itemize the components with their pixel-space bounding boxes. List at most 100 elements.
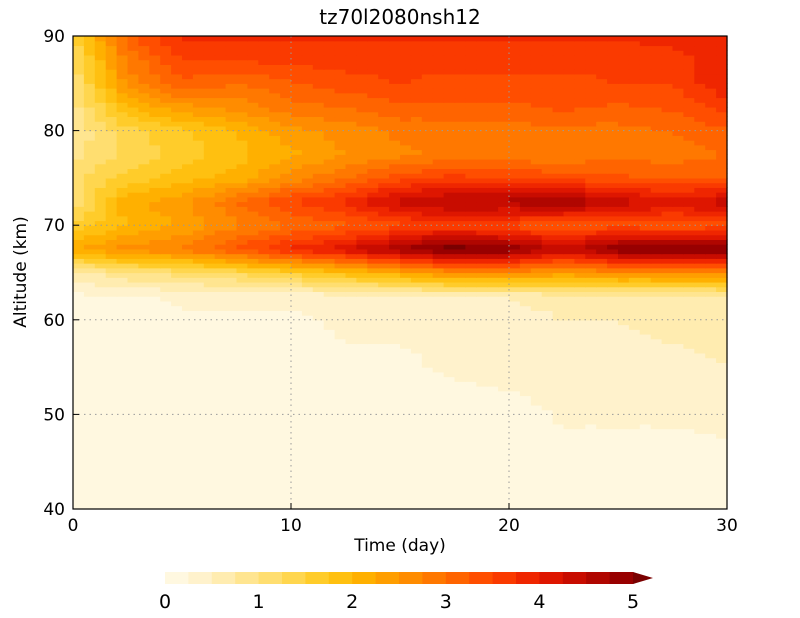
heatmap-cell (705, 305, 717, 311)
heatmap-cell (705, 315, 717, 321)
heatmap-cell (138, 480, 150, 486)
heatmap-cell (356, 475, 368, 482)
heatmap-cell (574, 352, 586, 359)
heatmap-cell (356, 272, 368, 278)
heatmap-cell (280, 357, 292, 363)
heatmap-cell (192, 343, 205, 349)
heatmap-cell (465, 229, 477, 236)
heatmap-cell (454, 466, 466, 472)
heatmap-cell (509, 362, 521, 368)
heatmap-cell (138, 229, 150, 236)
heatmap-cell (410, 390, 423, 397)
heatmap-cell (356, 438, 368, 444)
heatmap-cell (400, 400, 412, 406)
heatmap-cell (94, 499, 107, 505)
heatmap-cell (628, 461, 641, 468)
heatmap-cell (280, 428, 292, 434)
heatmap-cell (280, 116, 292, 122)
heatmap-cell (247, 305, 259, 311)
heatmap-cell (269, 343, 281, 349)
heatmap-cell (73, 419, 85, 425)
heatmap-cell (650, 504, 663, 510)
heatmap-cell (585, 182, 597, 188)
heatmap-cell (149, 177, 161, 184)
heatmap-cell (105, 419, 118, 425)
heatmap-cell (192, 315, 205, 321)
heatmap-cell (705, 263, 717, 269)
heatmap-cell (432, 277, 445, 283)
heatmap-cell (541, 329, 554, 335)
heatmap-cell (171, 253, 183, 259)
heatmap-cell (443, 220, 456, 226)
heatmap-cell (487, 286, 499, 293)
heatmap-cell (574, 338, 586, 345)
heatmap-cell (83, 480, 96, 486)
heatmap-cell (639, 163, 652, 170)
heatmap-cell (487, 125, 499, 132)
heatmap-cell (280, 485, 292, 491)
heatmap-cell (421, 414, 434, 420)
heatmap-cell (269, 201, 281, 207)
heatmap-cell (628, 381, 641, 387)
heatmap-cell (661, 428, 674, 434)
heatmap-cell (171, 324, 183, 330)
heatmap-cell (356, 494, 368, 501)
heatmap-cell (607, 158, 619, 165)
heatmap-cell (487, 211, 499, 217)
heatmap-cell (683, 140, 695, 146)
heatmap-cell (509, 395, 521, 401)
heatmap-cell (149, 281, 161, 288)
heatmap-cell (116, 348, 129, 354)
heatmap-cell (618, 386, 630, 392)
heatmap-cell (672, 404, 684, 411)
heatmap-cell (661, 211, 674, 217)
heatmap-cell (214, 310, 227, 316)
heatmap-cell (705, 447, 717, 453)
heatmap-cell (585, 409, 597, 415)
heatmap-cell (367, 281, 379, 288)
heatmap-cell (530, 130, 543, 136)
heatmap-cell (454, 390, 466, 397)
heatmap-cell (672, 281, 684, 288)
heatmap-cell (389, 267, 401, 274)
heatmap-cell (214, 211, 227, 217)
heatmap-cell (149, 286, 161, 293)
heatmap-cell (716, 494, 728, 501)
heatmap-cell (585, 211, 597, 217)
heatmap-cell (269, 196, 281, 203)
heatmap-cell (410, 409, 423, 415)
heatmap-cell (541, 504, 554, 510)
heatmap-cell (323, 220, 336, 226)
heatmap-cell (465, 504, 477, 510)
heatmap-cell (498, 438, 510, 444)
heatmap-cell (116, 475, 129, 482)
heatmap-cell (596, 215, 608, 222)
heatmap-cell (171, 423, 183, 430)
heatmap-cell (421, 244, 434, 250)
heatmap-cell (410, 395, 423, 401)
heatmap-cell (345, 438, 357, 444)
heatmap-cell (258, 480, 270, 486)
heatmap-cell (421, 324, 434, 330)
heatmap-cell (171, 225, 183, 231)
heatmap-cell (410, 291, 423, 297)
heatmap-cell (509, 376, 521, 382)
heatmap-cell (541, 423, 554, 430)
heatmap-cell (509, 196, 521, 203)
heatmap-cell (269, 447, 281, 453)
heatmap-cell (312, 286, 325, 293)
heatmap-cell (378, 158, 390, 165)
heatmap-cell (607, 352, 619, 359)
heatmap-cell (400, 192, 412, 198)
heatmap-cell (487, 329, 499, 335)
heatmap-cell (661, 404, 674, 411)
heatmap-cell (661, 352, 674, 359)
heatmap-cell (83, 310, 96, 316)
heatmap-cell (705, 338, 717, 345)
heatmap-cell (83, 404, 96, 411)
heatmap-cell (618, 343, 630, 349)
heatmap-cell (171, 116, 183, 122)
heatmap-cell (171, 267, 183, 274)
heatmap-cell (607, 381, 619, 387)
heatmap-cell (410, 140, 423, 146)
